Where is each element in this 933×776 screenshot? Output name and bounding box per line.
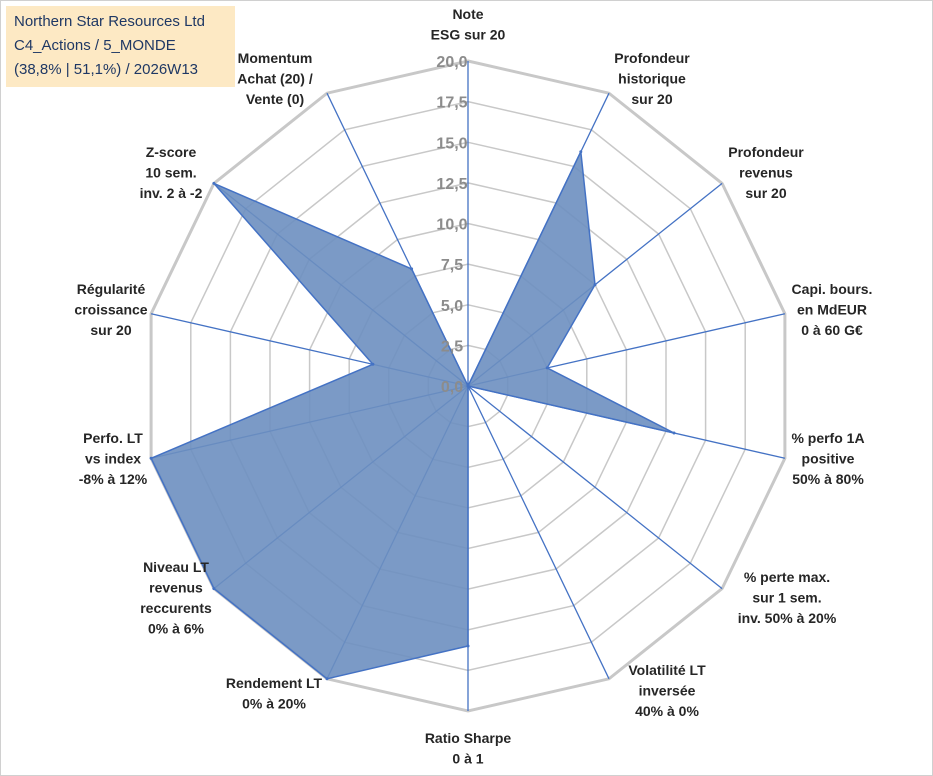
radar-axis-labels: Note ESG sur 20 Profondeur historique sur 20… — [74, 6, 872, 767]
axis-label-line: Momentum — [238, 50, 313, 66]
axis-label-line: inv. 50% à 20% — [738, 610, 837, 626]
tick-label: 5,0 — [441, 298, 463, 315]
axis-label-line: % perfo 1A — [791, 430, 864, 446]
axis-label: Z-score 10 sem. inv. 2 à -2 — [140, 144, 203, 201]
data-point — [410, 267, 414, 271]
axis-label: % perte max. sur 1 sem. inv. 50% à 20% — [738, 569, 837, 626]
axis-label-line: croissance — [74, 302, 147, 318]
axis-label-line: Note — [452, 6, 483, 22]
tick-label: 20,0 — [436, 54, 467, 71]
axis-label: Capi. bours. en MdEUR 0 à 60 G€ — [792, 281, 873, 338]
axis-label: Profondeur historique sur 20 — [614, 50, 690, 107]
axis-label-line: 0 à 1 — [452, 751, 483, 767]
axis-label: Ratio Sharpe 0 à 1 — [425, 730, 512, 767]
axis-label-line: -8% à 12% — [79, 471, 148, 487]
tick-label: 7,5 — [441, 257, 463, 274]
axis-label: Momentum Achat (20) / Vente (0) — [237, 50, 313, 107]
axis-label: Volatilité LT inversée 40% à 0% — [628, 662, 706, 719]
tick-label: 17,5 — [436, 95, 467, 112]
tick-label: 12,5 — [436, 176, 467, 193]
axis-label: Rendement LT 0% à 20% — [226, 675, 323, 712]
info-stats: (38,8% | 51,1%) / 2026W13 — [14, 61, 198, 78]
info-box: Northern Star Resources Ltd C4_Actions /… — [6, 6, 235, 87]
axis-label-line: en MdEUR — [797, 302, 867, 318]
axis-label-line: vs index — [85, 451, 141, 467]
axis-label-line: Perfo. LT — [83, 430, 143, 446]
axis-label-line: Vente (0) — [246, 91, 304, 107]
data-point — [466, 384, 470, 388]
data-point — [545, 366, 549, 370]
axis-label-line: Régularité — [77, 281, 146, 297]
axis-label-line: Profondeur — [728, 144, 804, 160]
series-area — [150, 150, 675, 680]
axis-label-line: 10 sem. — [145, 165, 196, 181]
axis-label-line: revenus — [149, 580, 203, 596]
axis-label-line: inv. 2 à -2 — [140, 185, 203, 201]
axis-label: Régularité croissance sur 20 — [74, 281, 147, 338]
axis-label-line: 0% à 20% — [242, 696, 306, 712]
axis-label-line: Z-score — [146, 144, 197, 160]
axis-label-line: Rendement LT — [226, 675, 323, 691]
axis-label: Niveau LT revenus reccurents 0% à 6% — [140, 559, 212, 637]
axis-label-line: Niveau LT — [143, 559, 209, 575]
axis-label-line: positive — [802, 451, 855, 467]
axis-spoke — [467, 385, 723, 590]
tick-label: 0,0 — [441, 379, 463, 396]
data-point — [325, 677, 329, 681]
data-point — [466, 644, 470, 648]
axis-label-line: sur 20 — [631, 91, 672, 107]
data-point — [212, 587, 216, 591]
info-company-name: Northern Star Resources Ltd — [14, 13, 205, 30]
data-point — [149, 456, 153, 460]
axis-label-line: reccurents — [140, 600, 212, 616]
axis-label: Perfo. LT vs index -8% à 12% — [79, 430, 148, 487]
axis-label-line: historique — [618, 71, 686, 87]
data-point — [672, 431, 676, 435]
axis-label-line: ESG sur 20 — [431, 27, 506, 43]
axis-label-line: sur 20 — [90, 322, 131, 338]
axis-label: Note ESG sur 20 — [431, 6, 506, 43]
data-point — [371, 362, 375, 366]
axis-spoke — [467, 385, 610, 680]
axis-label-line: % perte max. — [744, 569, 830, 585]
axis-label-line: 50% à 80% — [792, 471, 864, 487]
tick-label: 15,0 — [436, 135, 467, 152]
axis-label: Profondeur revenus sur 20 — [728, 144, 804, 201]
axis-label-line: inversée — [639, 683, 696, 699]
info-portfolio: C4_Actions / 5_MONDE — [14, 37, 176, 54]
axis-label-line: Profondeur — [614, 50, 690, 66]
tick-label: 10,0 — [436, 217, 467, 234]
data-point — [593, 283, 597, 287]
axis-label-line: Achat (20) / — [237, 71, 313, 87]
axis-label-line: revenus — [739, 165, 793, 181]
axis-label-line: Ratio Sharpe — [425, 730, 512, 746]
axis-label: % perfo 1A positive 50% à 80% — [791, 430, 864, 487]
axis-label-line: 0% à 6% — [148, 621, 205, 637]
axis-label-line: sur 20 — [745, 185, 786, 201]
radar-series — [149, 150, 676, 681]
axis-label-line: 0 à 60 G€ — [801, 322, 863, 338]
data-point — [212, 181, 216, 185]
data-point — [579, 150, 583, 154]
axis-label-line: Volatilité LT — [628, 662, 706, 678]
axis-label-line: 40% à 0% — [635, 703, 699, 719]
tick-label: 2,5 — [441, 338, 463, 355]
axis-label-line: Capi. bours. — [792, 281, 873, 297]
radar-tick-labels: 0,0 2,5 5,0 7,5 10,0 12,5 15,0 17,5 20,0 — [436, 54, 467, 396]
axis-label-line: sur 1 sem. — [752, 590, 821, 606]
